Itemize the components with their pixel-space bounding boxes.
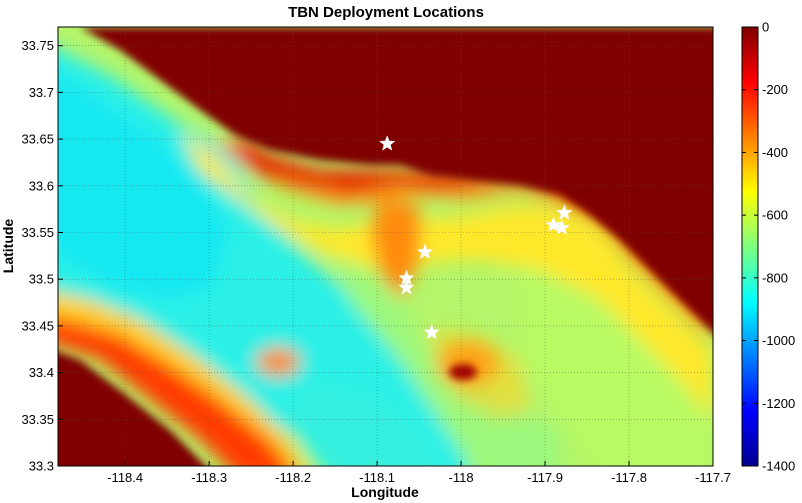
colorbar-tick-label: -1400 [762, 459, 795, 474]
heatmap [58, 27, 713, 466]
colorbar-tick-label: -1000 [762, 333, 795, 348]
x-tick-label: -117.9 [527, 470, 563, 485]
y-tick-label: 33.65 [21, 132, 54, 147]
y-tick-label: 33.3 [29, 459, 54, 474]
y-tick-label: 33.75 [21, 38, 54, 53]
grid [58, 27, 713, 466]
colorbar-tick-label: -1200 [762, 396, 795, 411]
colorbar-tick-label: -200 [762, 82, 788, 97]
deployment-marker [398, 278, 415, 295]
y-tick-label: 33.5 [29, 272, 54, 287]
deployment-marker [378, 135, 396, 151]
x-tick-label: -118.2 [275, 470, 311, 485]
colorbar-tick-label: -800 [762, 270, 788, 285]
colorbar-tick-label: 0 [762, 20, 769, 35]
colorbar-tick-label: -400 [762, 145, 788, 160]
marker-layer [378, 135, 573, 340]
y-tick-label: 33.6 [29, 178, 54, 193]
y-tick-label: 33.7 [29, 85, 54, 100]
deployment-marker [553, 219, 571, 235]
deployment-marker [416, 243, 434, 260]
deployment-marker [545, 216, 562, 233]
x-tick-label: -117.8 [611, 470, 647, 485]
y-axis: 33.3 33.35 33.4 33.45 33.5 33.55 33.6 33.65 33.7… [21, 38, 63, 474]
x-tick-label: -118.4 [107, 470, 143, 485]
deployment-marker [556, 204, 573, 220]
y-tick-label: 33.35 [21, 412, 54, 427]
x-tick-label: -118.1 [359, 470, 395, 485]
chart-title: TBN Deployment Locations [288, 4, 484, 21]
plot-frame [57, 26, 714, 467]
deployment-marker [423, 323, 440, 340]
colorbar-tick-label: -600 [762, 208, 788, 223]
colorbar [741, 26, 759, 467]
x-tick-label: -117.7 [695, 470, 731, 485]
y-axis-label: Latitude [0, 219, 16, 274]
y-tick-label: 33.4 [29, 365, 54, 380]
x-tick-label: -118.3 [191, 470, 227, 485]
x-tick-label: -118 [449, 470, 474, 485]
y-tick-label: 33.45 [21, 318, 54, 333]
colorbar-axis: 0 -200 -400 -600 -800 -1000 -1200 -1400 [742, 20, 795, 474]
x-axis-label: Longitude [351, 484, 419, 500]
x-axis: -118.4 -118.3 -118.2 -118.1 -118 -117.9 -117.8… [107, 461, 731, 485]
y-tick-label: 33.55 [21, 225, 54, 240]
